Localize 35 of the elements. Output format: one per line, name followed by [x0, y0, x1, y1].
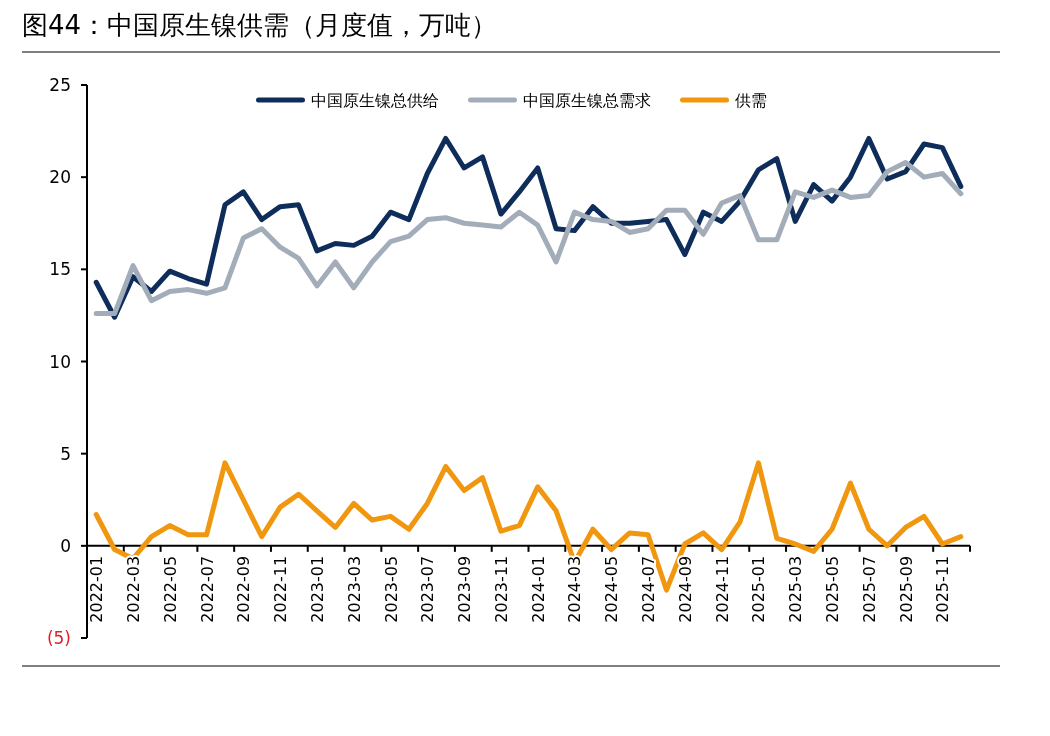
legend-label: 中国原生镍总需求	[522, 91, 651, 110]
x-tick-label: 2022-05	[160, 555, 180, 623]
x-tick-label: 2023-11	[491, 555, 511, 623]
x-tick-label: 2022-03	[123, 555, 143, 623]
x-tick-label: 2022-01	[87, 555, 107, 623]
x-tick-label: 2024-07	[639, 555, 659, 623]
x-tick-label: 2024-09	[675, 555, 695, 623]
x-tick-label: 2022-09	[234, 555, 254, 623]
x-tick-label: 2023-05	[381, 555, 401, 623]
x-tick-label: 2024-05	[602, 555, 622, 623]
y-tick-label: 20	[49, 167, 71, 188]
x-tick-label: 2025-05	[823, 555, 843, 623]
y-tick-label: (5)	[46, 628, 71, 648]
x-tick-label: 2023-09	[455, 555, 475, 623]
x-tick-label: 2025-07	[859, 555, 879, 623]
y-tick-label: 25	[49, 75, 71, 95]
x-tick-label: 2023-03	[344, 555, 364, 623]
x-tick-label: 2022-11	[271, 555, 291, 623]
x-tick-label: 2025-03	[786, 555, 806, 623]
y-tick-label: 5	[60, 443, 71, 464]
legend-label: 中国原生镍总供给	[310, 91, 439, 110]
x-tick-label: 2025-01	[749, 555, 769, 623]
x-tick-label: 2023-01	[307, 555, 327, 623]
legend-label: 供需	[734, 91, 767, 110]
y-tick-label: 15	[49, 259, 71, 280]
x-tick-label: 2024-11	[712, 555, 732, 623]
y-tick-label: 0	[60, 535, 71, 556]
y-tick-label: 10	[49, 351, 71, 372]
x-tick-label: 2024-01	[528, 555, 548, 623]
chart-title: 图44：中国原生镍供需（月度值，万吨）	[22, 10, 498, 40]
x-tick-label: 2023-07	[418, 555, 438, 623]
x-tick-label: 2025-11	[933, 555, 953, 623]
x-tick-label: 2025-09	[896, 555, 916, 623]
x-tick-label: 2022-07	[197, 555, 217, 623]
x-tick-label: 2024-03	[565, 555, 585, 623]
